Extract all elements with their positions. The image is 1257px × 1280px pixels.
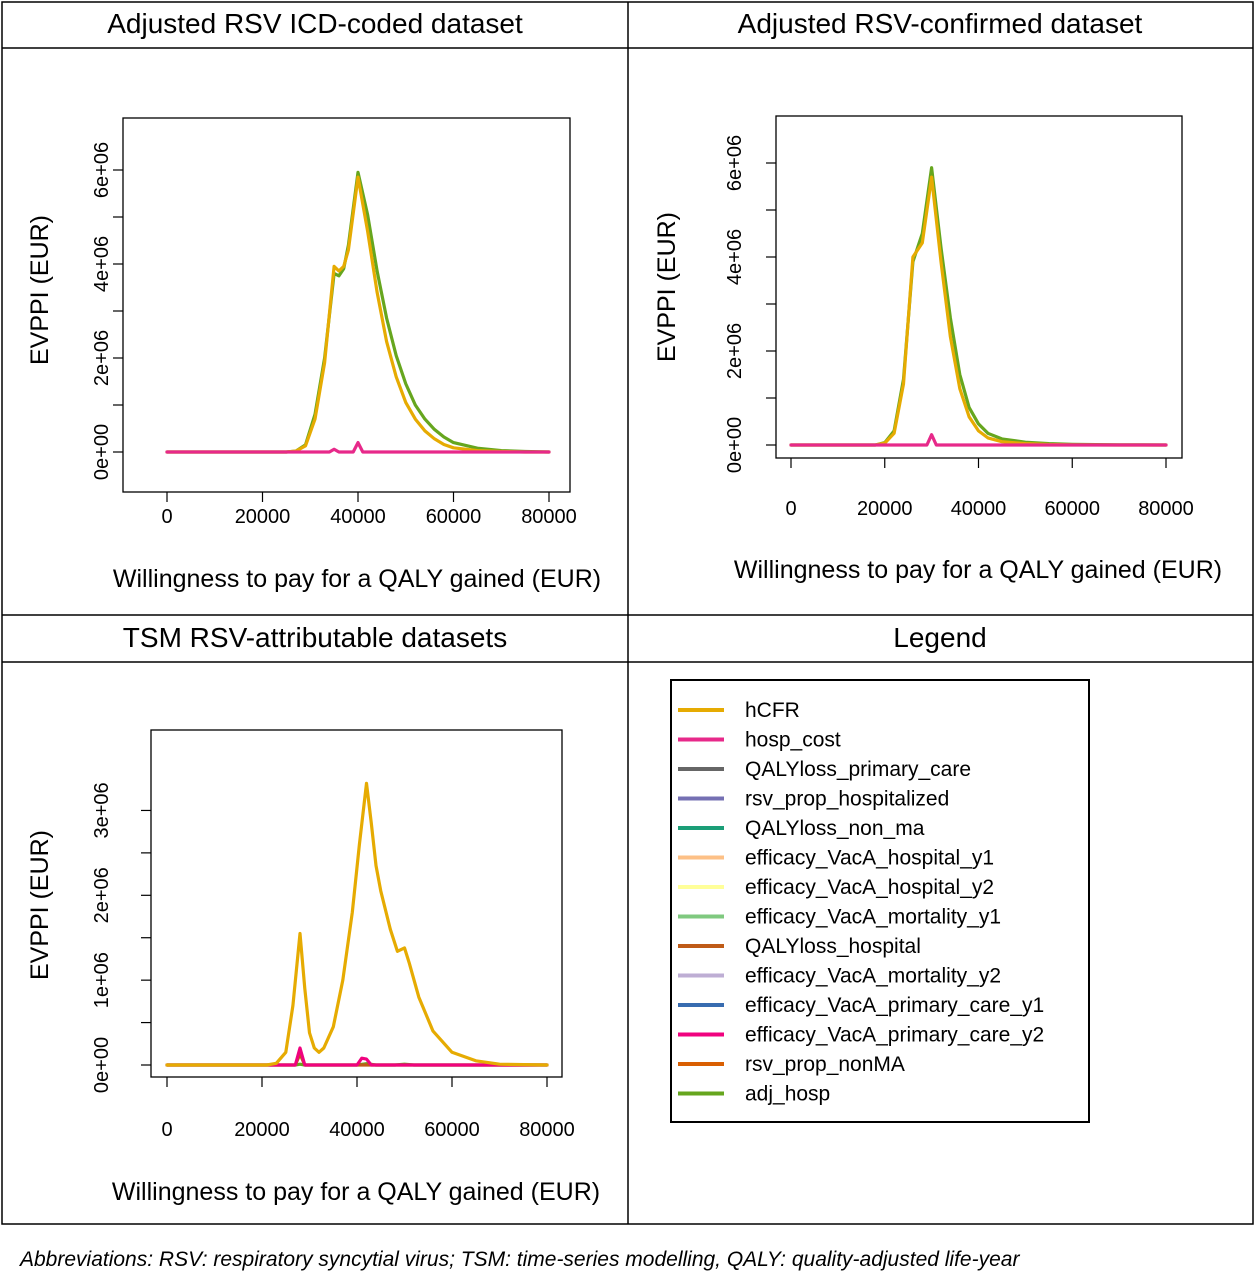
y-tick-label: 2e+06 [724, 323, 746, 379]
y-tick-label: 6e+06 [724, 135, 746, 191]
y-axis-label: EVPPI (EUR) [653, 212, 681, 362]
legend-label: QALYloss_non_ma [745, 817, 925, 840]
legend-box: hCFR hosp_cost QALYloss_primary_care rsv_pr… [670, 679, 1090, 1123]
plot-box [150, 729, 563, 1078]
legend-label: efficacy_VacA_primary_care_y1 [745, 994, 1044, 1017]
chart-rsv-confirmed: 0 20000 40000 60000 80000 0e+00 2e+06 4e+06 6e+0… [653, 115, 1222, 584]
x-axis-label: Willingness to pay for a QALY gained (EU… [734, 556, 1222, 584]
x-tick-label: 60000 [1044, 498, 1100, 520]
chart-tsm-attributable: 0 20000 40000 60000 80000 0e+00 1e+06 2e+06 3e+0… [26, 729, 600, 1206]
series-line-hcfr [165, 781, 549, 1067]
legend-label: QALYloss_primary_care [745, 758, 971, 781]
y-tick-label: 4e+06 [91, 236, 113, 292]
series-line-hcfr [165, 175, 551, 454]
x-tick-label: 20000 [235, 506, 291, 528]
y-tick-label: 3e+06 [91, 782, 113, 838]
x-tick-label: 20000 [857, 498, 913, 520]
x-tick-label: 60000 [426, 506, 482, 528]
legend-label: hCFR [745, 699, 800, 722]
x-tick-label: 80000 [521, 506, 577, 528]
x-tick-label: 0 [785, 498, 796, 520]
legend-label: efficacy_VacA_mortality_y2 [745, 965, 1001, 988]
panel-title-legend: Legend [893, 622, 986, 653]
panel-title-confirmed: Adjusted RSV-confirmed dataset [738, 8, 1143, 39]
series-line-hosp-cost [165, 441, 551, 454]
y-axis-label: EVPPI (EUR) [26, 215, 54, 365]
x-tick-label: 40000 [330, 506, 386, 528]
y-tick-label: 6e+06 [91, 142, 113, 198]
abbreviations-footnote: Abbreviations: RSV: respiratory syncytia… [20, 1248, 1020, 1271]
legend-label: efficacy_VacA_primary_care_y2 [745, 1024, 1044, 1047]
x-tick-label: 40000 [951, 498, 1007, 520]
plot-box [775, 115, 1183, 459]
y-tick-label: 4e+06 [724, 229, 746, 285]
legend-label: efficacy_VacA_hospital_y1 [745, 847, 994, 870]
plot-box [122, 117, 571, 493]
x-tick-label: 80000 [1138, 498, 1194, 520]
x-tick-label: 0 [161, 506, 172, 528]
x-tick-label: 0 [161, 1119, 172, 1141]
legend-frame [670, 679, 1090, 1123]
panel-title-tsm: TSM RSV-attributable datasets [123, 622, 507, 653]
legend-label: efficacy_VacA_mortality_y1 [745, 906, 1001, 929]
series-line-adj-hosp [789, 166, 1168, 447]
legend-label: adj_hosp [745, 1083, 830, 1106]
x-axis-label: Willingness to pay for a QALY gained (EU… [112, 1178, 600, 1206]
legend-label: hosp_cost [745, 729, 841, 752]
y-axis-label: EVPPI (EUR) [26, 830, 54, 980]
y-tick-label: 1e+06 [91, 952, 113, 1008]
x-tick-label: 20000 [234, 1119, 290, 1141]
x-tick-label: 40000 [329, 1119, 385, 1141]
x-axis-label: Willingness to pay for a QALY gained (EU… [113, 565, 601, 593]
legend-label: efficacy_VacA_hospital_y2 [745, 876, 994, 899]
series-line-hosp-cost [789, 433, 1168, 447]
y-tick-label: 0e+00 [724, 417, 746, 473]
x-tick-label: 80000 [519, 1119, 575, 1141]
y-tick-label: 0e+00 [91, 424, 113, 480]
y-tick-label: 2e+06 [91, 867, 113, 923]
legend-label: rsv_prop_hospitalized [745, 788, 949, 811]
y-tick-label: 0e+00 [91, 1037, 113, 1093]
y-tick-label: 2e+06 [91, 330, 113, 386]
legend-label: rsv_prop_nonMA [745, 1053, 905, 1076]
x-tick-label: 60000 [424, 1119, 480, 1141]
series-line-efficacy-vaca-primary-care-y2 [165, 1046, 549, 1067]
chart-icd-coded: 0 20000 40000 60000 80000 0e+00 2e+06 4e+06 6e+0… [26, 117, 601, 593]
series-line-adj-hosp [165, 170, 551, 454]
series-line-hcfr [789, 175, 1168, 447]
legend-label: QALYloss_hospital [745, 935, 921, 958]
panel-title-icd: Adjusted RSV ICD-coded dataset [107, 8, 523, 39]
